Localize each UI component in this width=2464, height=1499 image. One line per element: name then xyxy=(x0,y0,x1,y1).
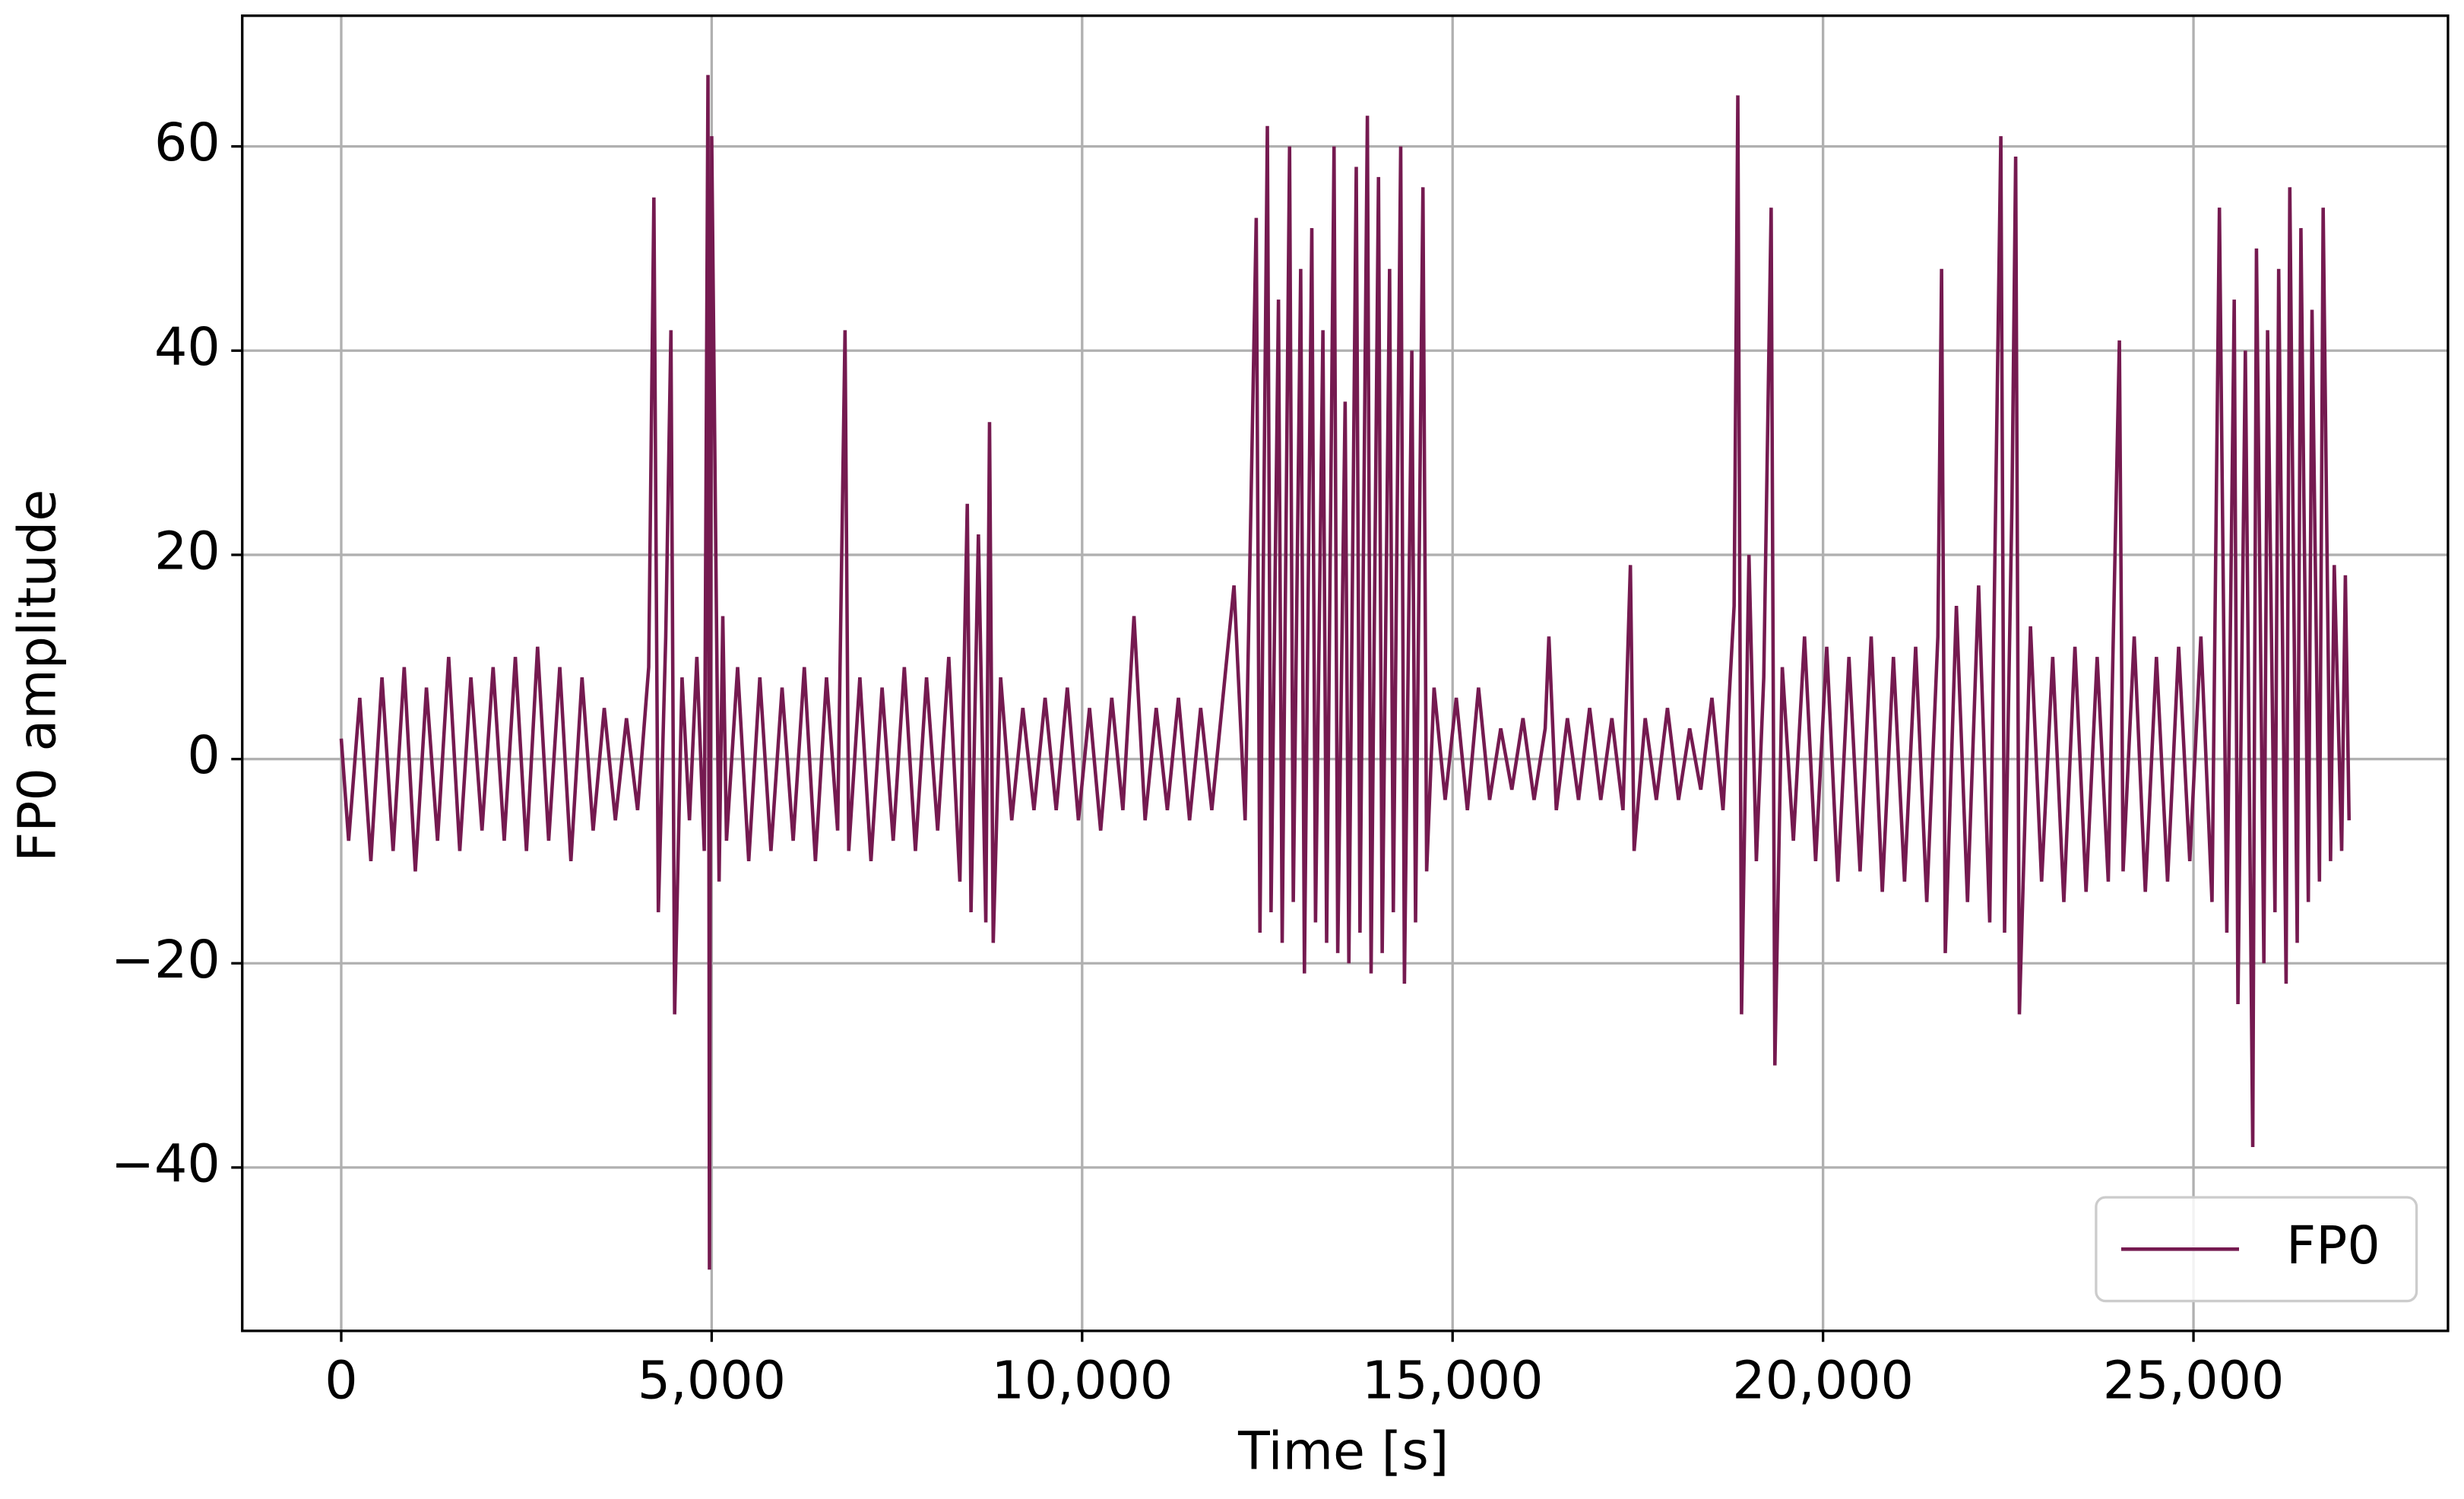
x-tick-label: 25,000 xyxy=(2103,1352,2285,1412)
plot-frame xyxy=(241,14,2450,1333)
x-tick-label: 10,000 xyxy=(991,1352,1173,1412)
x-tick-label: 0 xyxy=(325,1352,357,1412)
x-axis-label: Time [s] xyxy=(1237,1422,1449,1482)
y-tick-label: 20 xyxy=(154,521,220,582)
y-tick-label: 40 xyxy=(154,318,220,378)
x-tick-label: 5,000 xyxy=(638,1352,786,1412)
y-axis-label: FP0 amplitude xyxy=(8,490,68,862)
y-tick-label: 60 xyxy=(154,113,220,173)
y-tick-label: −40 xyxy=(111,1134,220,1194)
y-tick-label: −20 xyxy=(111,930,220,990)
line-series xyxy=(339,74,2352,1270)
legend-label: FP0 xyxy=(2286,1216,2380,1276)
x-tick-label: 20,000 xyxy=(1732,1352,1914,1412)
legend-box xyxy=(2095,1196,2418,1303)
y-tick-label: 0 xyxy=(187,726,220,786)
x-tick-label: 15,000 xyxy=(1362,1352,1544,1412)
